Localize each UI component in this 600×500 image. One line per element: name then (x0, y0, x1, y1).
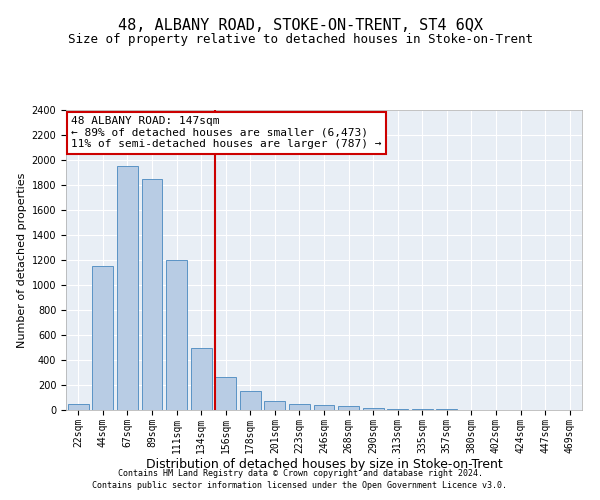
Text: 48, ALBANY ROAD, STOKE-ON-TRENT, ST4 6QX: 48, ALBANY ROAD, STOKE-ON-TRENT, ST4 6QX (118, 18, 482, 32)
Bar (215, 377, 236, 410)
Text: Contains public sector information licensed under the Open Government Licence v3: Contains public sector information licen… (92, 481, 508, 490)
Bar (362, 408, 383, 410)
Text: 48 ALBANY ROAD: 147sqm
← 89% of detached houses are smaller (6,473)
11% of semi-: 48 ALBANY ROAD: 147sqm ← 89% of detached… (71, 116, 382, 149)
Bar (387, 409, 408, 410)
Bar (191, 348, 212, 410)
Bar (240, 391, 261, 410)
Bar (142, 179, 163, 410)
Bar (412, 409, 433, 410)
Bar (68, 404, 89, 410)
Bar (92, 266, 113, 410)
Bar (166, 260, 187, 410)
Bar (289, 404, 310, 410)
X-axis label: Distribution of detached houses by size in Stoke-on-Trent: Distribution of detached houses by size … (146, 458, 502, 471)
Bar (338, 406, 359, 410)
Y-axis label: Number of detached properties: Number of detached properties (17, 172, 28, 348)
Text: Contains HM Land Registry data © Crown copyright and database right 2024.: Contains HM Land Registry data © Crown c… (118, 468, 482, 477)
Bar (314, 405, 334, 410)
Bar (265, 400, 286, 410)
Text: Size of property relative to detached houses in Stoke-on-Trent: Size of property relative to detached ho… (67, 34, 533, 46)
Bar (117, 166, 138, 410)
